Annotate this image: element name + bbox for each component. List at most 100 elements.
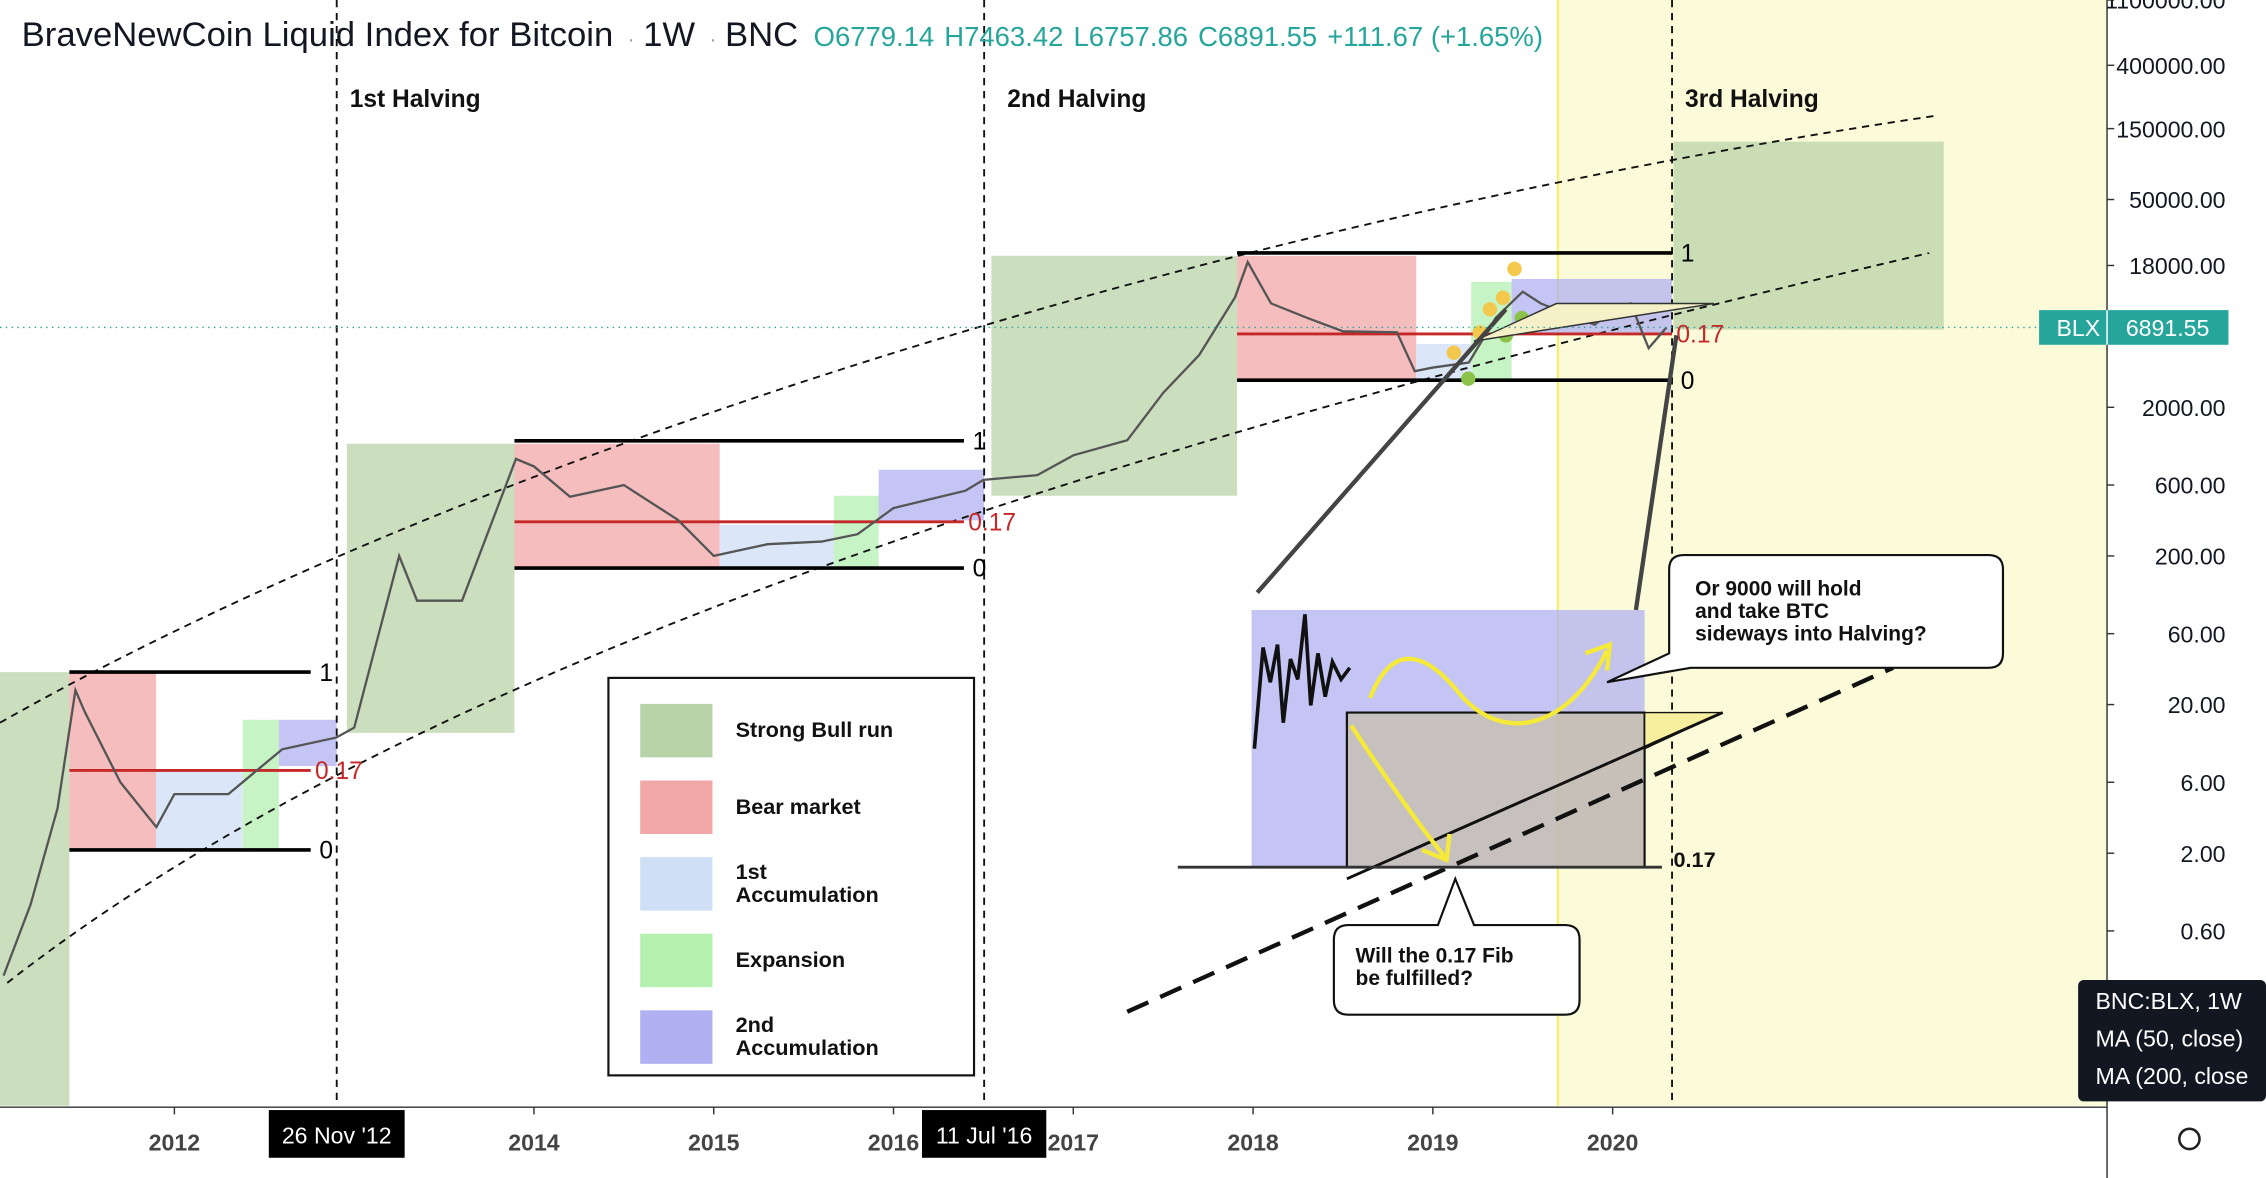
callout-box (1332, 875, 1581, 1016)
legend-label: Strong Bull run (736, 717, 894, 742)
y-tick-label: 400000.00 (2116, 53, 2225, 79)
wedge (1473, 302, 1715, 342)
yellow-arrow-head (1421, 833, 1452, 864)
phase-box (514, 443, 720, 569)
x-tick-label: 2020 (1587, 1130, 1638, 1156)
y-tick-label: 150000.00 (2116, 116, 2225, 142)
indicator-dot (1446, 345, 1462, 360)
legend-label: Expansion (736, 947, 846, 972)
halving-date-label: 11 Jul '16 (936, 1122, 1032, 1148)
status-line: MA (200, close (2095, 1063, 2248, 1089)
y-tick-label: 20.00 (2168, 692, 2226, 718)
inset-dashed-trend (1126, 665, 1895, 1014)
y-tick-label: 18000.00 (2129, 253, 2225, 279)
legend-label: 2nd (736, 1012, 775, 1037)
phase-box (991, 255, 1238, 496)
y-tick-label: 60.00 (2168, 621, 2226, 647)
callout-text: sideways into Halving? (1695, 622, 1927, 645)
indicator-dot (1495, 290, 1511, 305)
ohlc-value: H7463.42 (944, 21, 1063, 52)
fib-label: 0 (973, 556, 987, 583)
phase-box (1237, 255, 1417, 381)
inset-price-sketch (1252, 614, 1352, 749)
x-tick-label: 2014 (508, 1130, 560, 1156)
halving-date-label: 26 Nov '12 (282, 1122, 392, 1148)
fib-label: 1 (319, 660, 333, 687)
x-tick-label: 2019 (1407, 1130, 1458, 1156)
separator-dot: · (710, 29, 717, 51)
last-price-label: 6891.55 (2126, 315, 2210, 341)
phase-box (719, 524, 834, 569)
phase-box (833, 495, 879, 569)
callout-text: be fulfilled? (1356, 967, 1473, 990)
legend-swatch (640, 1010, 713, 1064)
fib-label: 0.17 (968, 509, 1016, 536)
legend-label: Accumulation (736, 1035, 879, 1060)
status-line: BNC:BLX, 1W (2095, 988, 2242, 1014)
yellow-arrow-head (1584, 641, 1613, 671)
legend-label: 1st (736, 859, 767, 884)
fib-label: 0 (1681, 368, 1695, 395)
phase-box (346, 443, 515, 733)
y-tick-label: 2.00 (2181, 841, 2226, 867)
legend-swatch (640, 857, 713, 911)
inset-support (1346, 711, 1724, 881)
fib-label: 1 (1681, 241, 1695, 268)
status-line: MA (50, close) (2095, 1025, 2243, 1051)
y-tick-label: 0.60 (2181, 919, 2226, 945)
separator-dot: · (628, 29, 635, 51)
phase-box (69, 672, 157, 850)
fib-label: 0.17 (1676, 322, 1724, 349)
connector (1255, 307, 1508, 595)
x-tick-label: 2018 (1227, 1130, 1279, 1156)
indicator-dot (1507, 261, 1522, 277)
chart-header: BraveNewCoin Liquid Index for Bitcoin · 1W… (22, 16, 799, 54)
ohlc-value: L6757.86 (1073, 21, 1188, 52)
x-tick-label: 2015 (688, 1130, 740, 1156)
yellow-arrow (1367, 649, 1609, 726)
y-tick-label: 200.00 (2155, 544, 2226, 570)
y-tick-label: 600.00 (2155, 473, 2226, 499)
phase-box (156, 770, 243, 850)
x-tick-label: 2012 (149, 1130, 200, 1156)
legend-label: Accumulation (736, 882, 879, 907)
indicator-dot (1461, 371, 1476, 386)
legend-label: Bear market (736, 794, 861, 819)
chart-title: BraveNewCoin Liquid Index for Bitcoin (22, 16, 614, 54)
ohlc-value: C6891.55 (1198, 21, 1317, 52)
halving-label: 2nd Halving (1007, 86, 1146, 113)
indicator-dot (1482, 302, 1498, 317)
y-tick-label: 50000.00 (2129, 187, 2225, 213)
symbol-label: BLX (2056, 315, 2100, 341)
y-tick-label: 2000.00 (2142, 395, 2226, 421)
halving-label: 3rd Halving (1685, 86, 1819, 113)
halving-date-tag (922, 1110, 1047, 1158)
x-tick-label: 2017 (1048, 1130, 1099, 1156)
legend-swatch (640, 703, 713, 758)
phase-box (878, 469, 985, 521)
ohlc-value: O6779.14 (814, 21, 935, 52)
connector (1633, 335, 1679, 611)
phase-box (242, 719, 279, 850)
phase-box (1673, 141, 1944, 330)
ohlc-value: +111.67 (+1.65%) (1327, 21, 1543, 52)
fib-label: 0 (319, 838, 333, 865)
channel-upper (0, 114, 1937, 724)
exchange: BNC (725, 16, 798, 54)
x-tick-label: 2016 (868, 1130, 920, 1156)
fib-label: 0.17 (315, 758, 363, 785)
callout-text: Or 9000 will hold (1695, 578, 1861, 601)
y-tick-label: 1100000.00 (2105, 0, 2225, 14)
halving-date-tag (268, 1110, 405, 1158)
callout-box (1606, 553, 2005, 684)
y-tick-label: 6.00 (2181, 770, 2226, 796)
settings-icon[interactable] (2177, 1127, 2201, 1151)
fib-label: 1 (973, 429, 987, 456)
legend-swatch (640, 933, 713, 988)
callout-text: Will the 0.17 Fib (1356, 945, 1514, 968)
status-panel (2078, 979, 2266, 1102)
ohlc: O6779.14 H7463.42 L6757.86 C6891.55 +111.67 … (814, 21, 1543, 52)
inset-fib-label: 0.17 (1673, 847, 1715, 872)
callout-text: and take BTC (1695, 600, 1829, 623)
